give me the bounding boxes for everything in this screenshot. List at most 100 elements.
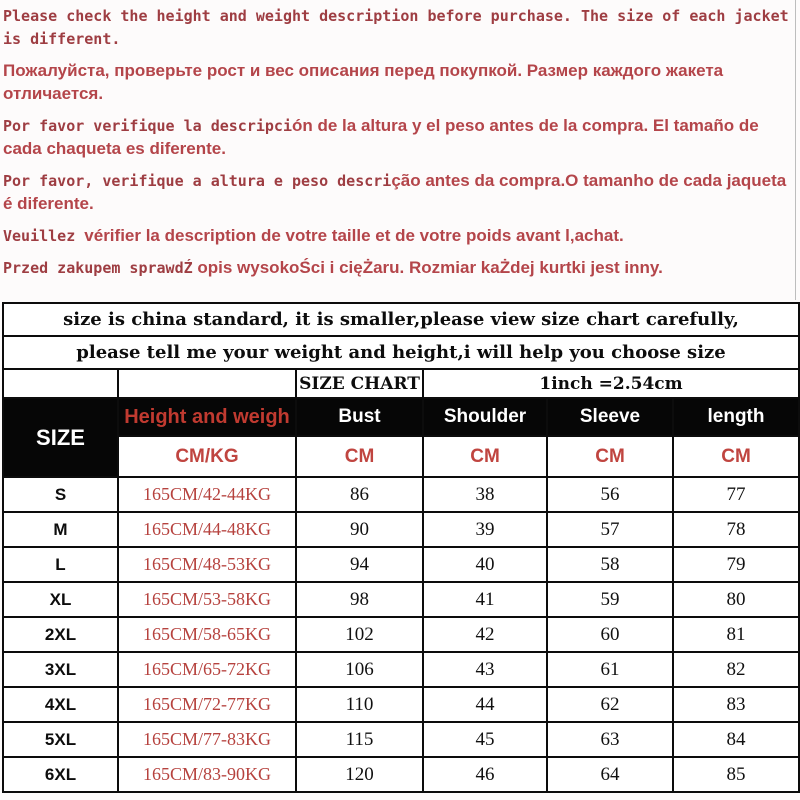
sleeve-value: 57 (546, 511, 674, 548)
length-value: 82 (671, 651, 800, 688)
banner-row-1: size is china standard, it is smaller,pl… (1, 302, 800, 337)
size-label: L (2, 546, 119, 583)
notice-es: Por favor verifique la descripción de la… (3, 114, 796, 160)
size-chart-title: SIZE CHART (295, 368, 424, 399)
size-label: 3XL (2, 651, 119, 688)
sleeve-value: 61 (546, 651, 674, 688)
shoulder-value: 45 (422, 721, 548, 758)
length-value: 78 (671, 511, 800, 548)
banner-row-2: please tell me your weight and height,i … (1, 335, 800, 370)
length-value: 80 (671, 581, 800, 618)
size-label: 5XL (2, 721, 119, 758)
height-weight-value: 165CM/83-90KG (117, 756, 297, 793)
table-row: XL 165CM/53-58KG 98 41 59 80 (2, 581, 800, 618)
shoulder-value: 46 (422, 756, 548, 793)
table-row: M 165CM/44-48KG 90 39 57 78 (2, 511, 800, 548)
notice-fr: Veuillez vérifier la description de votr… (3, 224, 796, 247)
inch-conversion-note: 1inch =2.54cm (421, 368, 800, 399)
empty-cell (2, 368, 119, 399)
notice-pl-sans-segment: opis wysokoŚci i cięŻaru. Rozmiar kaŻdej… (192, 258, 663, 277)
size-label: 2XL (2, 616, 119, 653)
size-label: 6XL (2, 756, 119, 793)
table-row: 5XL 165CM/77-83KG 115 45 63 84 (2, 721, 800, 758)
height-weight-value: 165CM/77-83KG (117, 721, 297, 758)
column-header-row: SIZE Height and weigh Bust Shoulder Slee… (2, 397, 800, 478)
banner-text-2: please tell me your weight and height,i … (1, 335, 800, 370)
shoulder-value: 41 (422, 581, 548, 618)
table-row: 6XL 165CM/83-90KG 120 46 64 85 (2, 756, 800, 793)
bust-value: 106 (295, 651, 424, 688)
bust-value: 98 (295, 581, 424, 618)
length-value: 81 (671, 616, 800, 653)
notice-es-sans-segment: ón de la altura y el peso antes de la co… (3, 116, 759, 158)
sleeve-value: 62 (546, 686, 674, 723)
height-weight-value: 165CM/53-58KG (117, 581, 297, 618)
col-header-shoulder: Shoulder (422, 397, 548, 437)
height-weight-value: 165CM/48-53KG (117, 546, 297, 583)
bust-value: 90 (295, 511, 424, 548)
height-weight-value: 165CM/72-77KG (117, 686, 297, 723)
shoulder-value: 39 (422, 511, 548, 548)
notice-pl-mono-segment: Przed zakupem sprawdŹ (3, 259, 193, 277)
bust-value: 110 (295, 686, 424, 723)
col-header-length: length (671, 397, 800, 437)
table-row: S 165CM/42-44KG 86 38 56 77 (2, 476, 800, 513)
notice-en: Please check the height and weight descr… (3, 5, 796, 50)
unit-shoulder: CM (422, 435, 548, 478)
shoulder-value: 44 (422, 686, 548, 723)
size-label: XL (2, 581, 119, 618)
notice-ru: Пожалуйста, проверьте рост и вес описани… (3, 59, 796, 105)
col-header-bust: Bust (295, 397, 424, 437)
col-header-height-weight: Height and weigh (117, 397, 297, 437)
notice-es-mono-segment: Por favor verifique la descripci (3, 117, 292, 135)
info-row: SIZE CHART 1inch =2.54cm (2, 368, 800, 399)
sleeve-value: 59 (546, 581, 674, 618)
multilingual-notice: Please check the height and weight descr… (0, 0, 800, 302)
notice-fr-sans-segment: vérifier la description de votre taille … (84, 226, 624, 245)
length-value: 85 (671, 756, 800, 793)
image-edge-line (795, 0, 796, 300)
height-weight-value: 165CM/58-65KG (117, 616, 297, 653)
size-label: M (2, 511, 119, 548)
units-row: CM/KG CM CM CM CM (3, 435, 800, 478)
sleeve-value: 63 (546, 721, 674, 758)
bust-value: 86 (295, 476, 424, 513)
table-row: 4XL 165CM/72-77KG 110 44 62 83 (2, 686, 800, 723)
unit-bust: CM (295, 435, 424, 478)
sleeve-value: 64 (546, 756, 674, 793)
notice-pt: Por favor, verifique a altura e peso des… (3, 169, 796, 215)
size-label: S (2, 476, 119, 513)
length-value: 84 (671, 721, 800, 758)
length-value: 77 (671, 476, 800, 513)
height-weight-value: 165CM/65-72KG (117, 651, 297, 688)
bust-value: 120 (295, 756, 424, 793)
empty-cell (117, 368, 297, 399)
shoulder-value: 42 (422, 616, 548, 653)
shoulder-value: 43 (422, 651, 548, 688)
notice-en-mono-segment: Please check the height and weight descr… (3, 7, 789, 48)
table-row: 3XL 165CM/65-72KG 106 43 61 82 (2, 651, 800, 688)
sleeve-value: 56 (546, 476, 674, 513)
table-row: L 165CM/48-53KG 94 40 58 79 (2, 546, 800, 583)
size-chart-table: size is china standard, it is smaller,pl… (1, 302, 800, 793)
unit-height-weight: CM/KG (117, 435, 297, 478)
notice-pt-mono-segment: Por favor, verifique a altura e peso des… (3, 172, 392, 190)
size-label: 4XL (2, 686, 119, 723)
table-row: 2XL 165CM/58-65KG 102 42 60 81 (2, 616, 800, 653)
bust-value: 115 (295, 721, 424, 758)
height-weight-value: 165CM/42-44KG (117, 476, 297, 513)
bust-value: 102 (295, 616, 424, 653)
length-value: 79 (671, 546, 800, 583)
sleeve-value: 58 (546, 546, 674, 583)
sleeve-value: 60 (546, 616, 674, 653)
notice-pl: Przed zakupem sprawdŹ opis wysokoŚci i c… (3, 256, 796, 279)
bust-value: 94 (295, 546, 424, 583)
unit-sleeve: CM (546, 435, 674, 478)
length-value: 83 (671, 686, 800, 723)
unit-length: CM (671, 435, 800, 478)
notice-pt-sans-segment: ção antes da compra.O tamanho de cada ja… (3, 171, 787, 213)
shoulder-value: 40 (422, 546, 548, 583)
notice-ru-sans-segment: Пожалуйста, проверьте рост и вес описани… (3, 61, 724, 103)
height-weight-value: 165CM/44-48KG (117, 511, 297, 548)
shoulder-value: 38 (422, 476, 548, 513)
